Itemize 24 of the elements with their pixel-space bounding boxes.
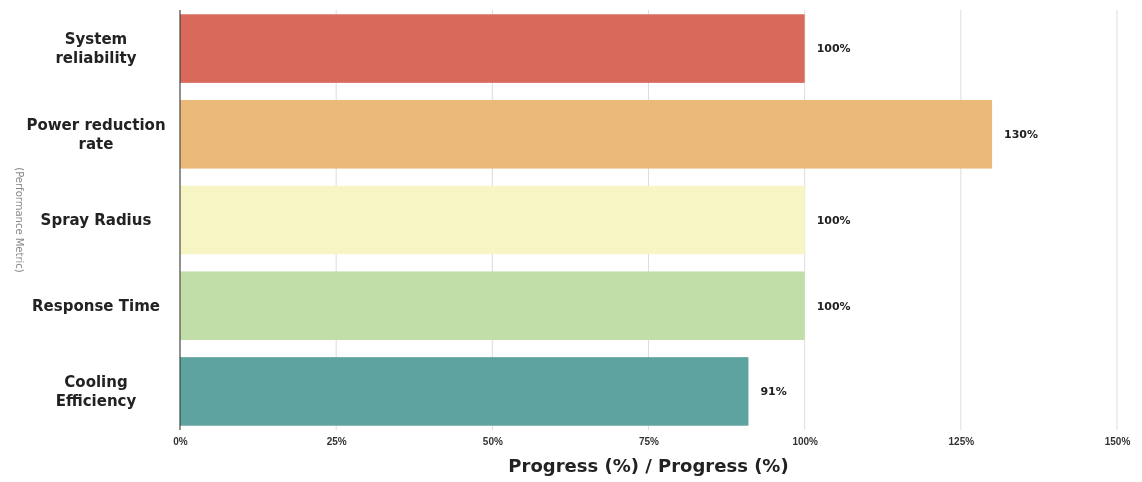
x-tick-label: 0%: [173, 436, 188, 448]
y-axis-title: (Performance Metric): [14, 167, 25, 273]
x-tick-label: 75%: [638, 436, 660, 448]
data-label: 100%: [816, 42, 851, 56]
bar: [180, 100, 993, 169]
y-tick-label: Power reduction rate: [26, 116, 166, 154]
bar: [180, 14, 805, 83]
data-label: 100%: [816, 299, 851, 313]
x-axis-title: Progress (%) / Progress (%): [508, 455, 789, 476]
y-tick-label: Response Time: [32, 296, 160, 315]
bar: [180, 185, 805, 255]
x-tick-label: 150%: [1104, 436, 1131, 448]
data-label: 130%: [1004, 128, 1039, 142]
y-tick-label: System reliability: [55, 30, 137, 68]
y-tick-label: Spray Radius: [40, 211, 152, 230]
bar: [180, 271, 805, 340]
data-label: 100%: [816, 213, 851, 227]
x-tick-label: 25%: [326, 436, 347, 448]
y-tick-label: Cooling Efficiency: [55, 373, 137, 411]
bar: [180, 357, 749, 426]
x-tick-label: 125%: [948, 436, 975, 448]
x-tick-label: 100%: [792, 436, 819, 448]
data-label: 91%: [760, 385, 787, 399]
x-tick-label: 50%: [482, 436, 503, 448]
